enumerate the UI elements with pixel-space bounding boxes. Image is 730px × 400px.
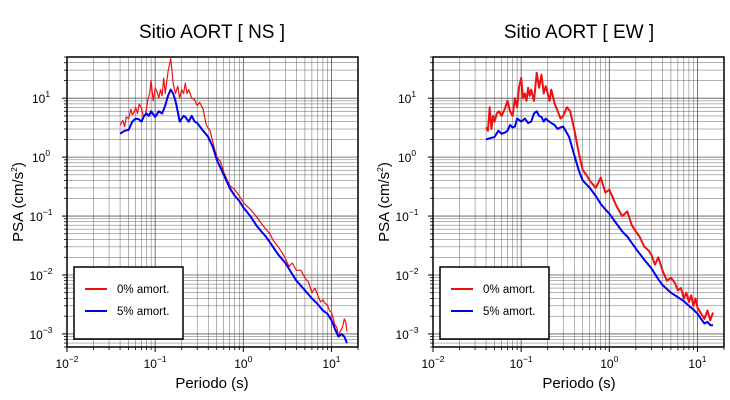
y-tick-exp: 1 [411,89,416,99]
x-tick-label: 101 [688,354,706,371]
series-line-5pct [485,110,713,327]
x-tick-base: 10 [510,357,524,371]
x-tick-label: 100 [600,354,618,371]
y-tick-base: 10 [398,92,412,106]
x-tick-base: 10 [55,357,69,371]
y-axis-label-sup: 2 [9,167,19,172]
y-tick-exp: −1 [409,207,419,217]
x-tick-exp: −1 [523,354,533,364]
y-tick-base: 10 [29,328,43,342]
y-tick-exp: −2 [409,266,419,276]
y-tick-label: 10−3 [395,325,418,342]
y-tick-exp: −3 [409,325,419,335]
legend-label-0pct: 0% amort. [117,284,169,296]
x-tick-exp: 1 [702,354,707,364]
legend-box [439,266,550,340]
y-tick-base: 10 [32,92,46,106]
y-axis-label-close: ) [376,162,393,167]
y-axis-label-close: ) [10,162,27,167]
x-tick-exp: −2 [435,354,445,364]
y-tick-base: 10 [29,210,43,224]
x-axis-label: Periodo (s) [175,375,248,392]
y-tick-label: 10−3 [29,325,52,342]
x-tick-base: 10 [421,357,435,371]
x-tick-exp: 1 [336,354,341,364]
y-tick-base: 10 [398,151,412,165]
y-axis-label-sup: 2 [375,167,385,172]
y-tick-exp: 0 [411,148,416,158]
chart-title: Sitio AORT [ NS ] [139,22,285,43]
legend: 0% amort. 5% amort. [73,266,184,340]
y-tick-label: 10−2 [29,266,52,283]
y-tick-label: 10−1 [395,207,418,224]
x-tick-exp: 0 [248,354,253,364]
x-tick-label: 10−1 [510,354,533,371]
y-tick-label: 101 [398,89,416,106]
series-line-0pct [485,71,714,322]
x-axis-label: Periodo (s) [542,375,615,392]
plot-frame [432,56,725,348]
x-tick-label: 100 [234,354,252,371]
x-tick-label: 10−2 [421,354,444,371]
x-tick-label: 101 [322,354,340,371]
y-tick-label: 100 [32,148,50,165]
y-axis-label: PSA (cm/s2) [375,162,393,242]
legend-box [73,266,184,340]
x-tick-base: 10 [144,357,158,371]
series-line-0pct [119,57,348,338]
y-tick-exp: −3 [43,325,53,335]
y-tick-base: 10 [395,269,409,283]
x-tick-base: 10 [688,357,702,371]
plot-frame [66,56,359,348]
x-tick-exp: −2 [69,354,79,364]
x-tick-exp: 0 [614,354,619,364]
legend-label-5pct: 5% amort. [483,306,535,318]
y-tick-base: 10 [32,151,46,165]
y-tick-exp: 0 [45,148,50,158]
x-tick-base: 10 [234,357,248,371]
legend-label-5pct: 5% amort. [117,306,169,318]
x-tick-label: 10−2 [55,354,78,371]
y-tick-base: 10 [395,210,409,224]
x-tick-base: 10 [600,357,614,371]
y-tick-base: 10 [395,328,409,342]
y-axis-label-base: PSA (cm/s [10,172,27,242]
y-tick-exp: 1 [45,89,50,99]
y-tick-label: 10−1 [29,207,52,224]
legend: 0% amort. 5% amort. [439,266,550,340]
y-axis-label-base: PSA (cm/s [376,172,393,242]
y-tick-exp: −2 [43,266,53,276]
y-tick-label: 10−2 [395,266,418,283]
x-tick-exp: −1 [157,354,167,364]
y-tick-label: 100 [398,148,416,165]
series-line-5pct [119,88,348,344]
y-tick-label: 101 [32,89,50,106]
chart-title: Sitio AORT [ EW ] [504,22,654,43]
y-tick-base: 10 [29,269,43,283]
y-tick-exp: −1 [43,207,53,217]
y-axis-label: PSA (cm/s2) [9,162,27,242]
x-tick-label: 10−1 [144,354,167,371]
legend-label-0pct: 0% amort. [483,284,535,296]
x-tick-base: 10 [322,357,336,371]
